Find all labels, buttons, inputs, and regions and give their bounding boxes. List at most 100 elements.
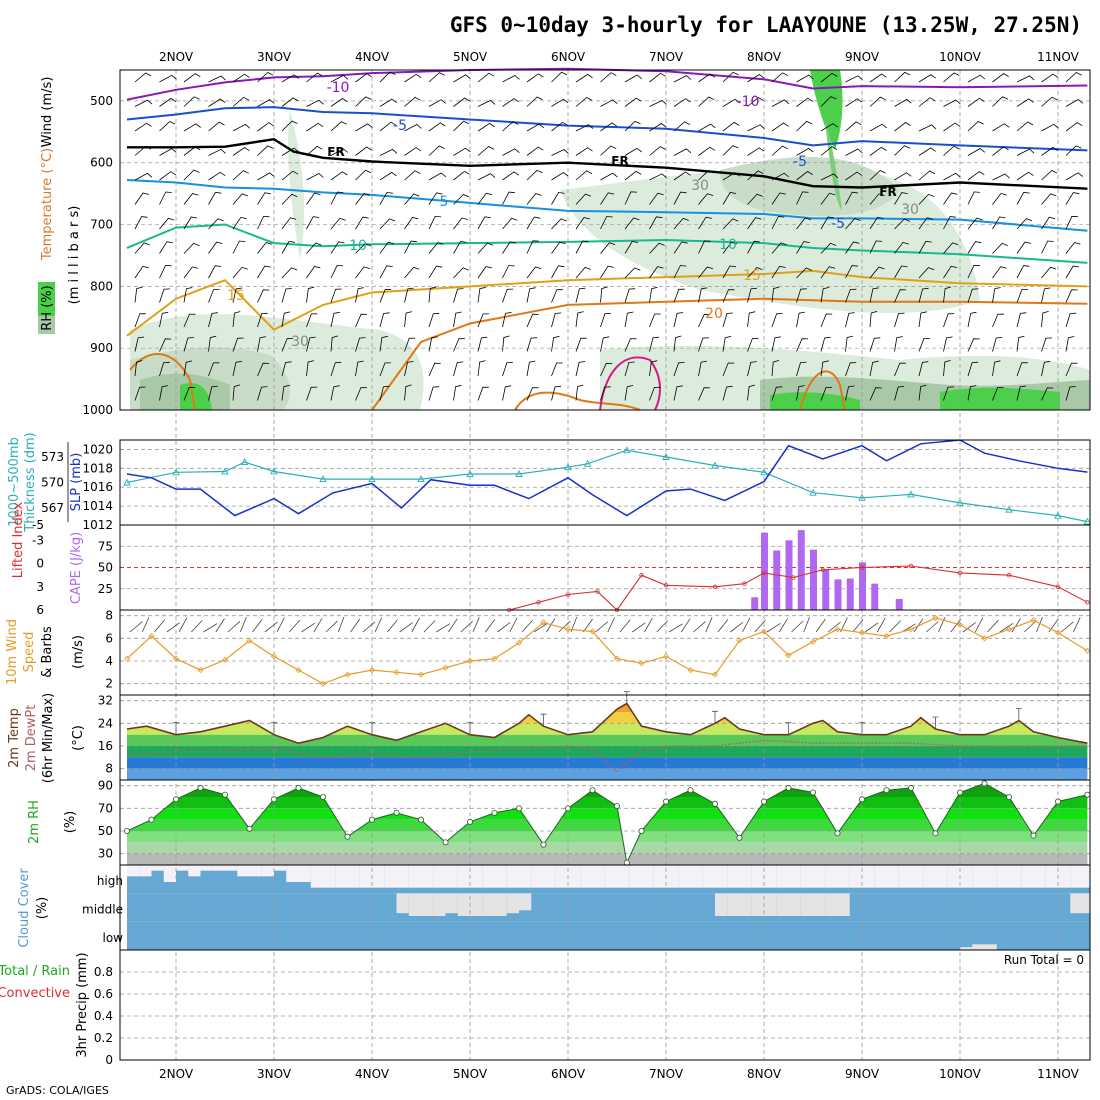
surface-wind-barb <box>374 617 383 633</box>
wind-barb <box>698 240 711 254</box>
surface-wind-barb <box>423 620 436 633</box>
wind-barb <box>526 123 545 132</box>
wind-barb <box>747 124 765 132</box>
cloud-cell-middle <box>898 893 912 922</box>
cloud-cell-low <box>421 921 434 950</box>
cape-bar <box>773 550 781 610</box>
wind-barb <box>820 146 838 156</box>
rh-point <box>614 803 621 810</box>
wind-speed-point <box>1005 626 1013 633</box>
cloud-clear-high <box>372 865 385 888</box>
wind-barb <box>845 191 859 205</box>
wind-barb <box>502 217 518 230</box>
surface-wind-barb <box>129 621 143 633</box>
wind-barb <box>624 288 636 303</box>
wind-barb <box>477 242 494 254</box>
wind-barb <box>918 193 935 205</box>
wind-barb <box>673 171 691 181</box>
wind-barb <box>575 287 586 303</box>
wind-barb <box>624 338 637 352</box>
cloud-clear-high <box>580 865 593 888</box>
cloud-cell-middle <box>274 893 287 922</box>
wind-barb <box>183 193 199 205</box>
contour-label-11: 15 <box>227 288 245 304</box>
cloud-clear-high <box>506 865 520 888</box>
wind-barb <box>1065 99 1084 107</box>
wind-barb <box>330 74 349 83</box>
thickness-point <box>319 475 327 483</box>
wind-barb <box>845 265 858 279</box>
wind-barb <box>943 386 954 401</box>
wind-barb <box>257 386 268 401</box>
wind-barb <box>649 216 663 230</box>
contour-label-3: -5 <box>793 154 807 170</box>
wind-barb <box>526 287 536 303</box>
thickness-point <box>123 478 131 486</box>
wind-barb <box>502 312 512 328</box>
wind-barb <box>453 267 469 279</box>
wind-speed-point <box>1030 617 1037 624</box>
cloud-cell-low <box>531 921 544 950</box>
temp-tick: 16 <box>98 739 113 753</box>
wind-speed-point <box>466 657 474 665</box>
wind-tick: 8 <box>105 609 113 623</box>
surface-wind-barb <box>582 618 593 633</box>
cloud-clear-high <box>310 865 324 888</box>
contour-label-14: 30 <box>291 334 309 350</box>
wind-barb <box>894 336 903 352</box>
contour-label-0: -10 <box>327 80 350 96</box>
wind-barb <box>134 99 153 107</box>
wind-speed-point <box>858 629 866 636</box>
wind-barb <box>134 265 149 279</box>
cloud-cell-low <box>653 921 667 950</box>
cloud-cell-middle <box>960 893 973 922</box>
wind-barb <box>257 145 274 156</box>
wind-barb <box>673 148 692 156</box>
wind-barb <box>869 146 887 156</box>
cloud-clear-high <box>874 865 887 888</box>
wind-barb <box>698 266 714 279</box>
wind-barb <box>257 122 275 132</box>
wind-speed-point <box>638 660 645 667</box>
cloud-clear-middle <box>825 893 838 916</box>
wind-barb <box>992 73 1009 83</box>
wind-barb <box>330 335 339 352</box>
wind-label-b: Speed <box>22 632 37 673</box>
wind-barb <box>894 122 911 132</box>
wind-barb <box>502 148 520 156</box>
cloud-cell-low <box>727 921 740 950</box>
wind-barb <box>208 362 220 377</box>
wind-barb <box>428 99 447 107</box>
wind-barb <box>257 242 273 254</box>
lifted-index-point <box>820 567 825 573</box>
wind-barb <box>967 171 985 181</box>
rh-point <box>565 805 572 812</box>
wind-barb <box>698 146 716 156</box>
rh-point <box>638 828 645 835</box>
temp-band <box>127 746 1088 758</box>
wind-barb <box>918 384 927 401</box>
cloud-cell-middle <box>1045 893 1059 922</box>
pressure-tick: 600 <box>90 156 113 170</box>
rh-point <box>270 796 277 803</box>
wind-barb <box>869 311 878 328</box>
wind-speed-point <box>834 626 841 633</box>
wind-barb <box>698 387 711 401</box>
rh-tick: 90 <box>98 779 113 793</box>
surface-wind-barb <box>828 621 841 633</box>
wind-barb <box>796 74 814 83</box>
wind-barb <box>1065 172 1083 181</box>
cape-bar <box>871 583 879 610</box>
wind-barb <box>992 96 1009 107</box>
wind-barb <box>1016 75 1035 83</box>
surface-wind-barb <box>436 623 451 633</box>
cloud-cell-low <box>519 921 532 950</box>
wind-barb <box>281 74 299 83</box>
wind-barb <box>600 242 616 254</box>
surface-wind-barb <box>926 621 939 633</box>
surface-wind-barb <box>656 620 669 633</box>
wind-barb <box>1065 145 1082 156</box>
cloud-clear-high <box>984 865 998 888</box>
top-date-label: 7NOV <box>649 50 684 64</box>
wind-barb <box>551 241 566 254</box>
